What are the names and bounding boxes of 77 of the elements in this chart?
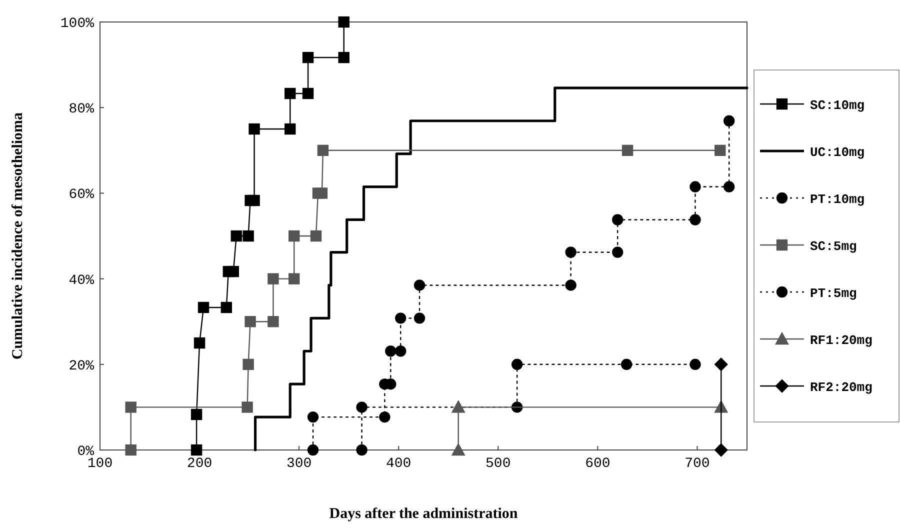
point [288, 273, 300, 284]
point [288, 230, 300, 242]
y-axis-title: Cumulative incidence of mesothelioma [10, 112, 26, 360]
legend-label: UC:10mg [810, 145, 865, 160]
x-tick-label: 100 [87, 456, 113, 472]
point [690, 181, 701, 192]
point [317, 144, 329, 156]
point [714, 443, 728, 457]
point [395, 312, 406, 324]
x-axis-title: Days after the administration [329, 506, 518, 522]
point [310, 230, 322, 242]
point [198, 302, 210, 314]
point [302, 88, 314, 100]
point [612, 246, 624, 258]
point [395, 346, 406, 357]
x-tick-label: 200 [186, 456, 212, 472]
point [511, 358, 523, 370]
point [414, 280, 426, 291]
point [125, 444, 136, 456]
x-tick-label: 300 [286, 456, 312, 472]
point [268, 316, 279, 328]
line-series [254, 86, 748, 452]
point [723, 115, 735, 126]
point [248, 194, 260, 206]
y-tick-label: 100% [60, 16, 95, 32]
point [452, 443, 465, 456]
point [242, 358, 254, 370]
x-tick-label: 400 [386, 456, 412, 472]
point [620, 358, 632, 370]
legend-label: PT:10mg [810, 192, 865, 207]
point [612, 214, 624, 226]
point [242, 230, 254, 242]
point [194, 337, 206, 349]
point [242, 402, 253, 413]
point [307, 444, 319, 456]
point [714, 144, 726, 156]
point [414, 312, 426, 324]
point [316, 188, 328, 199]
point [190, 444, 202, 456]
point [356, 402, 368, 413]
legend-label: SC:10mg [810, 98, 865, 113]
legend-label: RF2:20mg [810, 380, 873, 395]
point [302, 52, 314, 64]
point [190, 408, 202, 420]
point [565, 280, 576, 291]
point [307, 411, 319, 423]
y-tick-label: 80% [68, 102, 95, 118]
x-tick-label: 700 [684, 456, 710, 472]
point [284, 88, 296, 100]
point [714, 358, 728, 371]
point [690, 358, 701, 370]
point [565, 246, 576, 258]
point [452, 400, 465, 413]
point [338, 16, 350, 28]
point [385, 346, 396, 357]
point [338, 52, 350, 64]
point [379, 411, 390, 423]
y-tick-label: 20% [68, 358, 95, 374]
point [248, 123, 260, 135]
legend-label: SC:5mg [810, 239, 858, 254]
point [220, 302, 232, 314]
point [244, 316, 256, 328]
legend-label: PT:5mg [810, 286, 858, 301]
point [125, 402, 136, 413]
point [622, 144, 634, 156]
x-tick-label: 500 [486, 456, 511, 472]
point [228, 266, 239, 278]
y-tick-label: 40% [68, 272, 95, 289]
point [723, 181, 735, 192]
point [284, 123, 296, 135]
legend-label: RF1:20mg [810, 333, 873, 348]
y-tick-label: 60% [68, 187, 95, 204]
point [356, 444, 368, 456]
x-tick-label: 600 [585, 456, 610, 472]
point [690, 214, 701, 226]
point [230, 230, 242, 242]
point [268, 273, 279, 284]
